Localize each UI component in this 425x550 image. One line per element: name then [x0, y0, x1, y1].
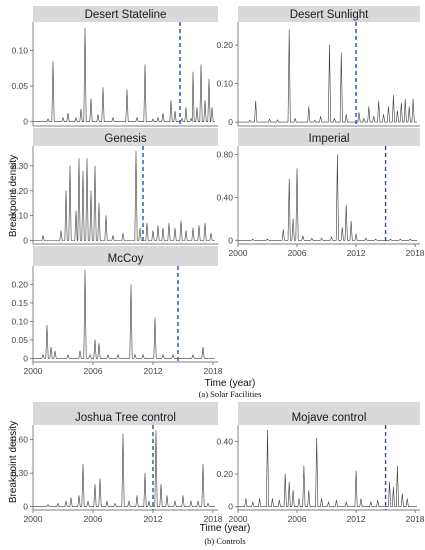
facet-strip [33, 402, 218, 425]
y-tick-label: 0.30 [11, 161, 28, 171]
y-tick-label: 0.40 [216, 192, 233, 202]
y-tick-label: 0.20 [216, 40, 233, 50]
y-tick-label: 0 [228, 502, 233, 512]
density-line [33, 430, 215, 507]
x-tick-label: 2018 [406, 248, 425, 258]
y-axis-title-b: Breakpoint density [8, 421, 19, 503]
x-tick-label: 2006 [84, 514, 103, 524]
facet-panel: Desert Sunlight 0 0.10 0.20 [216, 6, 420, 127]
facet-title: Desert Stateline [85, 9, 167, 21]
facet-title: Genesis [104, 133, 146, 145]
facet-strip [33, 128, 218, 146]
y-tick-label: 0 [228, 117, 233, 127]
facet-strip [238, 402, 420, 425]
facet-strip [33, 246, 218, 266]
y-tick-label: 0 [228, 235, 233, 245]
y-tick-label: 0.10 [216, 79, 233, 89]
facet-title: McCoy [108, 253, 144, 265]
x-tick-label: 2018 [204, 366, 223, 376]
x-tick-label: 2000 [24, 366, 43, 376]
y-tick-label: 0.80 [216, 150, 233, 160]
x-tick-label: 2000 [24, 514, 43, 524]
x-tick-label: 2006 [288, 514, 307, 524]
facet-title: Imperial [309, 133, 350, 145]
facet-strip [33, 6, 218, 22]
caption-a: (a) Solar Facilities [199, 389, 262, 399]
y-tick-label: 0.10 [11, 45, 28, 55]
x-tick-label: 2018 [204, 514, 223, 524]
facet-title: Joshua Tree control [75, 412, 176, 424]
y-tick-label: 0.60 [11, 435, 28, 445]
y-tick-label: 0.20 [11, 186, 28, 196]
y-tick-label: 0.10 [11, 211, 28, 221]
x-tick-label: 2006 [288, 248, 307, 258]
x-tick-label: 2012 [347, 514, 366, 524]
y-tick-label: 0.20 [216, 469, 233, 479]
facet-title: Mojave control [292, 412, 367, 424]
x-tick-label: 2000 [229, 248, 248, 258]
x-tick-label: 2012 [144, 514, 163, 524]
facet-strip [238, 6, 420, 22]
facet-panel: Joshua Tree control 0 0.30 0.60 2000 2006 2012… [11, 402, 223, 524]
x-tick-label: 2018 [406, 514, 425, 524]
y-tick-label: 0.30 [11, 468, 28, 478]
facet-panel: Desert Stateline 0 0.05 0.10 [11, 6, 218, 127]
y-tick-label: 0.15 [11, 298, 28, 308]
facet-panel: Genesis 0 0.10 0.20 0.30 [11, 128, 218, 246]
facet-panel: Imperial 0 0.40 0.80 2000 2006 2012 2018 [216, 128, 425, 258]
y-tick-label: 0.10 [11, 316, 28, 326]
y-tick-label: 0 [23, 353, 28, 363]
x-axis-title-a: Time (year) [205, 378, 256, 389]
caption-b: (b) Controls [204, 536, 245, 546]
x-tick-label: 2006 [84, 366, 103, 376]
x-tick-label: 2000 [229, 514, 248, 524]
x-tick-label: 2012 [144, 366, 163, 376]
y-tick-label: 0.05 [11, 81, 28, 91]
density-line [33, 269, 215, 359]
y-tick-label: 0.40 [216, 436, 233, 446]
density-line [238, 154, 417, 241]
x-tick-label: 2012 [347, 248, 366, 258]
facet-title: Desert Sunlight [290, 9, 369, 21]
density-line [238, 429, 417, 507]
density-line [33, 150, 215, 241]
y-tick-label: 0 [23, 117, 28, 127]
y-tick-label: 0 [23, 236, 28, 246]
density-line [238, 29, 417, 123]
x-axis-title-b: Time (year) [200, 523, 251, 534]
y-axis-title-a: Breakpoint density [8, 155, 19, 237]
density-line [33, 27, 215, 122]
facet-panel: Mojave control 0 0.20 0.40 2000 2006 2012 2018 [216, 402, 425, 524]
facet-strip [238, 128, 420, 146]
facet-panel: McCoy 0 0.05 0.10 0.15 0.20 2000 2006 2012 2018 [11, 246, 223, 376]
y-tick-label: 0.05 [11, 335, 28, 345]
y-tick-label: 0.20 [11, 279, 28, 289]
y-tick-label: 0 [23, 502, 28, 512]
